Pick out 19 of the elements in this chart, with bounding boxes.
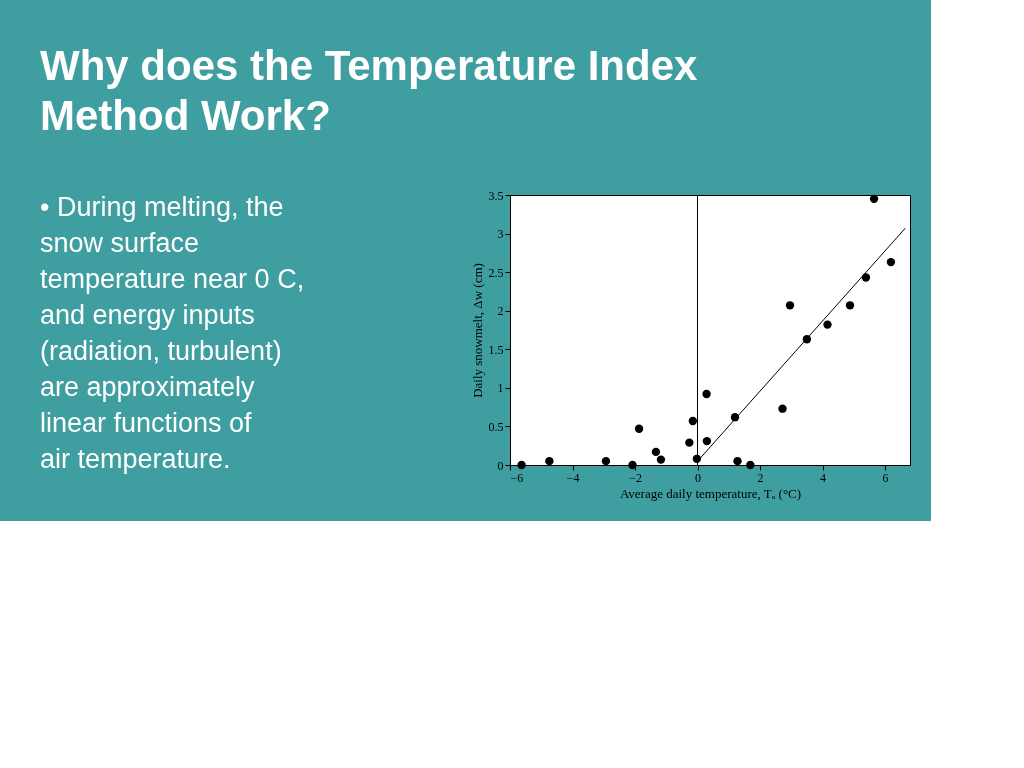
- y-tick-label: 0: [497, 458, 504, 473]
- x-tick-label: −6: [510, 470, 524, 485]
- text: • During melting, the snow surface temperature near 0 C, and energy inputs (radiation, turbulent) are approximately linear functions of air temperature.: [40, 192, 305, 474]
- y-tick-label: 3.5: [488, 188, 504, 203]
- x-tick-label: 4: [820, 470, 826, 485]
- x-axis-title: Average daily temperature, Tₐ (°C): [619, 485, 802, 501]
- y-tick-label: 3: [497, 227, 504, 242]
- x-tick-label: −2: [629, 470, 642, 485]
- y-tick-label: 0.5: [488, 419, 504, 434]
- x-tick-label: −4: [566, 470, 580, 485]
- x-tick-label: 2: [757, 470, 764, 485]
- chart-title: Why does the Temperature Index Method Work?: [40, 41, 698, 139]
- y-tick-label: 2: [497, 304, 504, 319]
- x-tick-label: 6: [882, 470, 889, 485]
- y-axis-title: Daily snowmelt, Δw (cm): [469, 263, 485, 398]
- y-tick-label: 1.5: [488, 342, 504, 357]
- x-tick-label: 0: [695, 470, 701, 485]
- y-tick-label: 2.5: [488, 265, 504, 280]
- y-tick-label: 1: [497, 381, 504, 396]
